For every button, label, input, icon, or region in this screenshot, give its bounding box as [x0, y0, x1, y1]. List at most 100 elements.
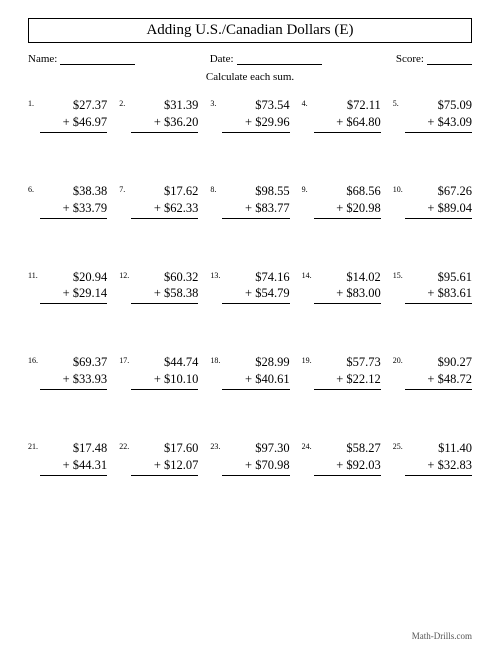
page-title: Adding U.S./Canadian Dollars (E): [28, 18, 472, 43]
footer-credit: Math-Drills.com: [412, 631, 472, 641]
problem: 23.$97.30+ $70.98: [210, 440, 289, 476]
problem-body: $27.37+ $46.97: [40, 97, 107, 133]
date-blank: [237, 54, 322, 65]
addend-1: $68.56: [314, 183, 381, 200]
problem: 9.$68.56+ $20.98: [302, 183, 381, 219]
name-field: Name:: [28, 53, 135, 65]
date-label: Date:: [210, 53, 234, 65]
addend-1: $74.16: [222, 269, 289, 286]
addend-1: $69.37: [40, 354, 107, 371]
problem-body: $38.38+ $33.79: [40, 183, 107, 219]
problem-body: $72.11+ $64.80: [314, 97, 381, 133]
problem: 20.$90.27+ $48.72: [393, 354, 472, 390]
problem: 5.$75.09+ $43.09: [393, 97, 472, 133]
addend-2: + $58.38: [131, 285, 198, 304]
problem: 25.$11.40+ $32.83: [393, 440, 472, 476]
problem-body: $11.40+ $32.83: [405, 440, 472, 476]
problem: 15.$95.61+ $83.61: [393, 269, 472, 305]
problem: 6.$38.38+ $33.79: [28, 183, 107, 219]
addend-2: + $33.93: [40, 371, 107, 390]
problem: 4.$72.11+ $64.80: [302, 97, 381, 133]
problem: 10.$67.26+ $89.04: [393, 183, 472, 219]
problem-number: 19.: [302, 354, 314, 365]
problem-number: 10.: [393, 183, 405, 194]
problem: 1.$27.37+ $46.97: [28, 97, 107, 133]
problem: 24.$58.27+ $92.03: [302, 440, 381, 476]
addend-2: + $62.33: [131, 200, 198, 219]
addend-1: $72.11: [314, 97, 381, 114]
problem-body: $17.48+ $44.31: [40, 440, 107, 476]
problem-number: 18.: [210, 354, 222, 365]
addend-1: $31.39: [131, 97, 198, 114]
problem: 16.$69.37+ $33.93: [28, 354, 107, 390]
addend-2: + $40.61: [222, 371, 289, 390]
problem-number: 3.: [210, 97, 222, 108]
date-field: Date:: [210, 53, 322, 65]
problem-number: 22.: [119, 440, 131, 451]
problem: 18.$28.99+ $40.61: [210, 354, 289, 390]
problem: 14.$14.02+ $83.00: [302, 269, 381, 305]
problem: 17.$44.74+ $10.10: [119, 354, 198, 390]
problem: 8.$98.55+ $83.77: [210, 183, 289, 219]
addend-1: $97.30: [222, 440, 289, 457]
problem-body: $44.74+ $10.10: [131, 354, 198, 390]
addend-1: $90.27: [405, 354, 472, 371]
addend-1: $73.54: [222, 97, 289, 114]
addend-2: + $29.96: [222, 114, 289, 133]
problem-body: $31.39+ $36.20: [131, 97, 198, 133]
score-label: Score:: [396, 53, 424, 65]
problem-body: $17.62+ $62.33: [131, 183, 198, 219]
addend-2: + $64.80: [314, 114, 381, 133]
addend-1: $75.09: [405, 97, 472, 114]
addend-1: $95.61: [405, 269, 472, 286]
name-label: Name:: [28, 53, 57, 65]
problem-number: 1.: [28, 97, 40, 108]
problem-body: $17.60+ $12.07: [131, 440, 198, 476]
addend-2: + $89.04: [405, 200, 472, 219]
problem-body: $14.02+ $83.00: [314, 269, 381, 305]
problem-number: 8.: [210, 183, 222, 194]
problem-number: 6.: [28, 183, 40, 194]
addend-2: + $12.07: [131, 457, 198, 476]
addend-2: + $29.14: [40, 285, 107, 304]
addend-2: + $83.61: [405, 285, 472, 304]
addend-1: $20.94: [40, 269, 107, 286]
addend-2: + $83.77: [222, 200, 289, 219]
problem-number: 23.: [210, 440, 222, 451]
problem: 19.$57.73+ $22.12: [302, 354, 381, 390]
addend-2: + $43.09: [405, 114, 472, 133]
addend-1: $17.62: [131, 183, 198, 200]
addend-1: $98.55: [222, 183, 289, 200]
addend-2: + $44.31: [40, 457, 107, 476]
addend-2: + $36.20: [131, 114, 198, 133]
problem-number: 13.: [210, 269, 222, 280]
problem-number: 15.: [393, 269, 405, 280]
problem-number: 17.: [119, 354, 131, 365]
addend-2: + $32.83: [405, 457, 472, 476]
addend-1: $17.60: [131, 440, 198, 457]
problem-body: $60.32+ $58.38: [131, 269, 198, 305]
addend-2: + $92.03: [314, 457, 381, 476]
addend-2: + $33.79: [40, 200, 107, 219]
problem-body: $74.16+ $54.79: [222, 269, 289, 305]
problem-body: $58.27+ $92.03: [314, 440, 381, 476]
problem-number: 5.: [393, 97, 405, 108]
addend-2: + $46.97: [40, 114, 107, 133]
problem-body: $98.55+ $83.77: [222, 183, 289, 219]
addend-1: $57.73: [314, 354, 381, 371]
addend-2: + $10.10: [131, 371, 198, 390]
problem: 3.$73.54+ $29.96: [210, 97, 289, 133]
meta-row: Name: Date: Score:: [28, 53, 472, 65]
addend-2: + $54.79: [222, 285, 289, 304]
problem-body: $20.94+ $29.14: [40, 269, 107, 305]
problem: 12.$60.32+ $58.38: [119, 269, 198, 305]
addend-2: + $22.12: [314, 371, 381, 390]
problem-number: 12.: [119, 269, 131, 280]
problem-number: 16.: [28, 354, 40, 365]
problem-body: $28.99+ $40.61: [222, 354, 289, 390]
addend-1: $44.74: [131, 354, 198, 371]
problem-number: 7.: [119, 183, 131, 194]
problem-number: 9.: [302, 183, 314, 194]
problem: 13.$74.16+ $54.79: [210, 269, 289, 305]
problem-body: $75.09+ $43.09: [405, 97, 472, 133]
